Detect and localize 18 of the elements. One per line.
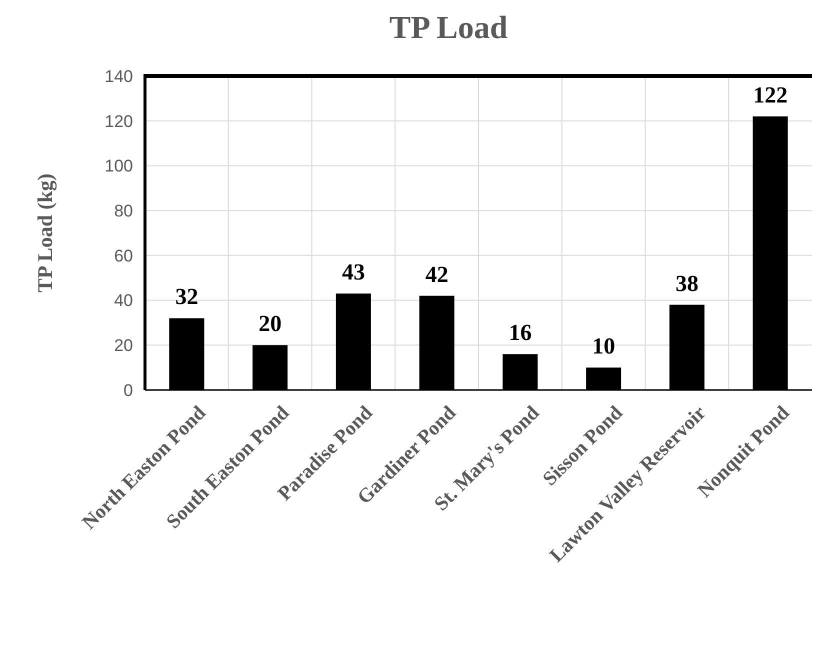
y-axis-title: TP Load (kg)	[33, 173, 57, 293]
data-label: 20	[258, 311, 282, 336]
data-label: 32	[175, 284, 198, 310]
y-tick-label: 0	[124, 380, 133, 400]
y-tick-label: 120	[104, 112, 133, 131]
data-label: 43	[342, 260, 365, 285]
data-label: 38	[675, 270, 698, 296]
data-label: 10	[592, 334, 616, 359]
data-label: 42	[425, 262, 448, 287]
data-label: 16	[508, 320, 532, 346]
y-tick-label: 60	[114, 246, 133, 266]
y-tick-label: 20	[114, 336, 133, 356]
y-tick-label: 100	[104, 156, 133, 176]
y-tick-label: 40	[114, 291, 133, 310]
chart-title: TP Load	[389, 9, 508, 45]
data-label: 122	[753, 82, 788, 108]
y-tick-label: 140	[104, 66, 133, 86]
y-tick-label: 80	[114, 202, 133, 221]
